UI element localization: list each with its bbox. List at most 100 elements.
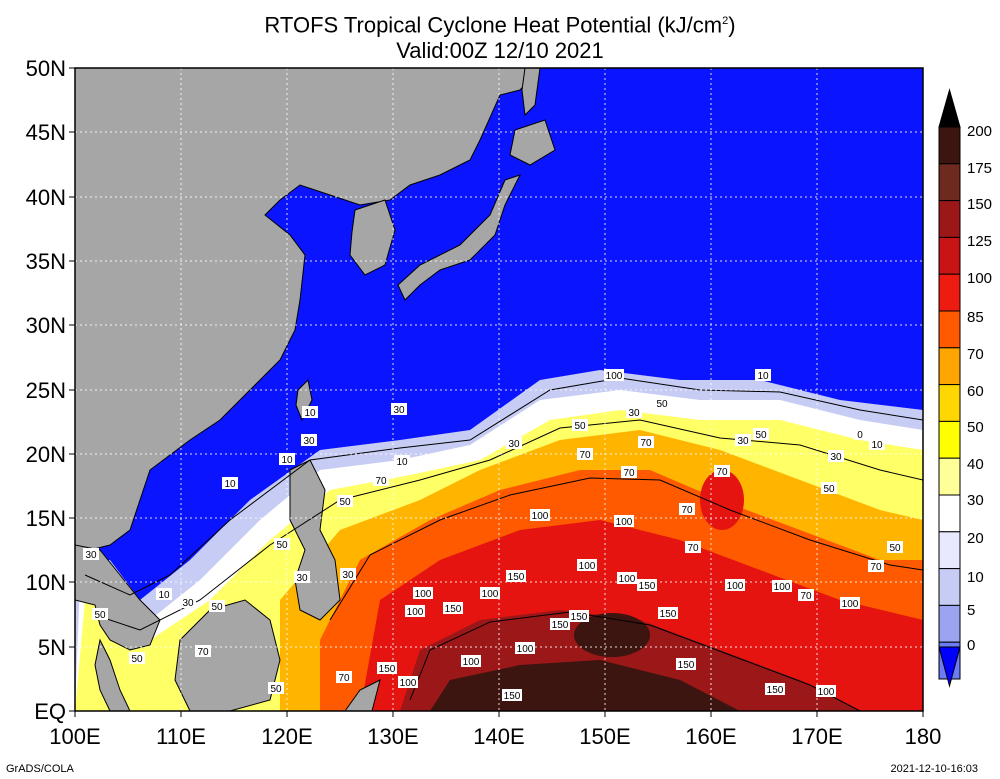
contour-label: 30 [506,437,522,450]
land-japan-honshu [397,174,521,301]
contour-label: 70 [798,589,814,602]
contour-label: 150 [658,607,678,620]
contour-label: 50 [209,600,225,613]
svg-text:70: 70 [640,438,652,449]
svg-text:150: 150 [571,612,588,623]
svg-text:50: 50 [889,543,901,554]
svg-text:10: 10 [281,455,293,466]
land-sakhalin [521,68,541,117]
land-asia-mainland [75,68,541,551]
colorbar-label: 0 [967,637,975,654]
svg-text:100: 100 [774,582,791,593]
lon-label: 120E [261,724,312,749]
svg-text:0: 0 [857,430,863,441]
svg-text:50: 50 [276,540,288,551]
svg-text:70: 70 [623,468,635,479]
svg-text:100: 100 [727,581,744,592]
svg-text:30: 30 [830,452,842,463]
svg-text:70: 70 [687,543,699,554]
colorbar-swatch [938,273,961,312]
contour-label: 150 [569,610,589,623]
lon-label: 110E [156,724,206,749]
svg-text:30: 30 [182,598,194,609]
svg-text:30: 30 [508,439,520,450]
lat-label: 5N [38,635,66,660]
contour-label: 100 [413,587,433,600]
lon-label: 150E [579,724,630,749]
svg-text:100: 100 [606,371,623,382]
svg-text:70: 70 [375,476,387,487]
lat-label: 40N [26,185,66,210]
colorbar-swatch [938,531,961,570]
contour-label: 70 [868,560,884,573]
svg-text:30: 30 [393,405,405,416]
svg-text:10: 10 [871,440,883,451]
lon-label: 170E [791,724,842,749]
contour-label: 150 [637,579,657,592]
lat-label: 45N [26,120,66,145]
colorbar-label: 85 [967,309,984,326]
svg-text:100: 100 [400,678,417,689]
svg-text:50: 50 [270,684,282,695]
contour-label: 150 [550,618,570,631]
svg-text:70: 70 [681,505,693,516]
timestamp-text: 2021-12-10-16:03 [890,763,978,775]
svg-text:50: 50 [755,430,767,441]
lat-label: 10N [26,570,66,595]
lat-label: 50N [26,56,66,81]
svg-text:50: 50 [574,421,586,432]
colorbar-label: 100 [967,270,992,287]
contour-label: 30 [735,434,751,447]
svg-text:10: 10 [757,371,769,382]
svg-text:150: 150 [552,620,569,631]
svg-text:150: 150 [639,581,656,592]
colorbar-label: 125 [967,233,992,250]
land-hokkaido [509,119,556,166]
svg-text:50: 50 [823,484,835,495]
svg-text:100: 100 [415,589,432,600]
contour-label: 50 [572,419,588,432]
axis-ticks [69,67,924,717]
colorbar-label: 5 [967,602,975,619]
contour-line-150 [409,611,861,711]
contour-label: 100 [405,605,425,618]
svg-text:150: 150 [767,685,784,696]
svg-text:10: 10 [396,457,408,468]
svg-text:150: 150 [678,660,695,671]
lat-label: EQ [34,699,66,724]
lon-label: 180 [905,724,942,749]
svg-text:100: 100 [517,644,534,655]
contour-label: 70 [336,671,352,684]
contour-label: 100 [398,676,418,689]
colorbar-swatch [938,604,961,643]
contour-label: 30 [294,571,310,584]
contour-label: 100 [614,515,634,528]
lat-label: 20N [26,442,66,467]
contour-label: 70 [577,448,593,461]
contour-label: 100 [530,509,550,522]
contour-label: 150 [502,689,522,702]
contour-label: 10 [222,477,238,490]
colorbar-labels: 0 5 10 20 30 40 50 60 70 85 100 125 150 … [967,123,992,654]
contour-label: 50 [753,428,769,441]
contour-label: 100 [840,597,860,610]
colorbar-swatch [938,236,961,275]
lon-label: 160E [685,724,736,749]
contour-label: 150 [443,602,463,615]
colorbar-label: 60 [967,383,984,400]
colorbar [938,88,961,688]
svg-text:70: 70 [800,591,812,602]
graticule [75,68,923,711]
colorbar-swatch [938,384,961,422]
contour-label: 30 [828,450,844,463]
svg-text:100: 100 [407,607,424,618]
svg-text:30: 30 [628,408,640,419]
colorbar-label: 175 [967,160,992,177]
contour-label: 30 [301,434,317,447]
colorbar-swatch [938,457,961,496]
colorbar-label: 10 [967,569,984,586]
colorbar-label: 70 [967,346,984,363]
contour-label: 50 [654,397,670,410]
contour-label: 0 [854,428,866,441]
contour-label: 30 [83,548,99,561]
